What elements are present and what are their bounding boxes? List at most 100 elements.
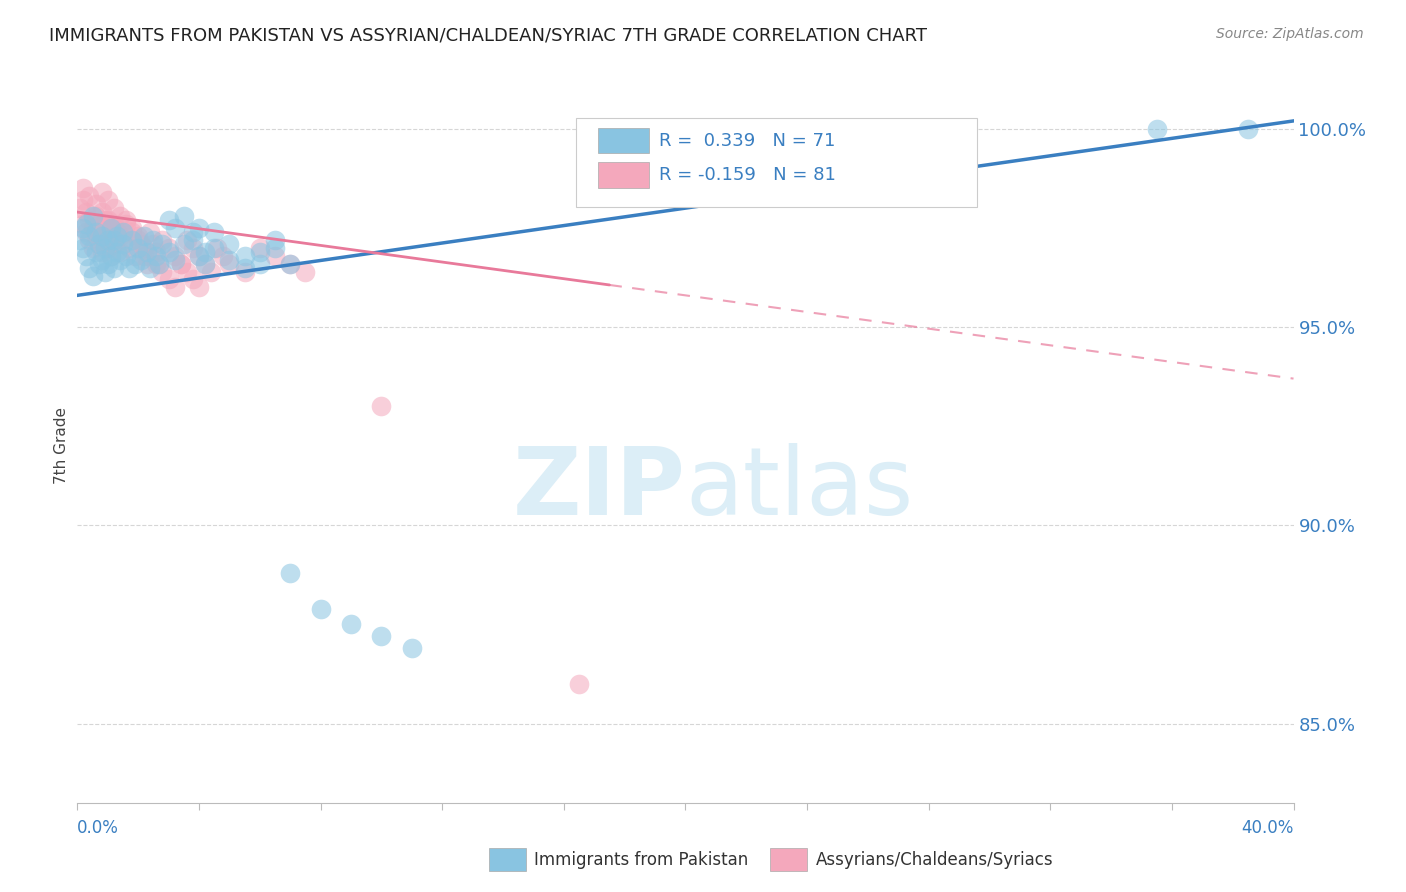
Point xyxy=(69,233,91,247)
Point xyxy=(79,228,101,243)
Point xyxy=(115,249,138,263)
Point xyxy=(90,228,112,243)
Point xyxy=(568,677,591,691)
Text: Source: ZipAtlas.com: Source: ZipAtlas.com xyxy=(1216,27,1364,41)
Point xyxy=(115,213,138,227)
Point xyxy=(218,236,240,251)
Point xyxy=(100,228,122,243)
Point xyxy=(87,236,110,251)
Point xyxy=(233,264,256,278)
Point xyxy=(129,252,152,267)
Point xyxy=(170,257,193,271)
Point xyxy=(93,233,115,247)
Point xyxy=(111,236,134,251)
Point xyxy=(105,228,128,243)
FancyBboxPatch shape xyxy=(598,162,650,187)
Point xyxy=(108,244,131,259)
Point xyxy=(370,400,392,414)
Point xyxy=(69,201,91,215)
Point xyxy=(170,257,193,271)
Point xyxy=(163,280,186,294)
Point xyxy=(194,257,217,271)
Point xyxy=(134,241,156,255)
Point xyxy=(134,228,156,243)
Y-axis label: 7th Grade: 7th Grade xyxy=(53,408,69,484)
Point xyxy=(72,241,94,255)
Point xyxy=(79,233,101,247)
Point xyxy=(129,236,152,251)
Point xyxy=(136,257,159,271)
Point xyxy=(163,249,186,263)
Point xyxy=(118,260,141,275)
Point xyxy=(202,241,225,255)
Point xyxy=(105,244,128,259)
Point xyxy=(249,244,271,259)
Point xyxy=(309,601,332,615)
Point xyxy=(111,233,134,247)
Point xyxy=(142,233,165,247)
Point xyxy=(188,280,211,294)
Point xyxy=(100,249,122,263)
Point xyxy=(75,249,97,263)
Point xyxy=(212,249,235,263)
Point xyxy=(108,209,131,223)
Point xyxy=(103,236,125,251)
Point xyxy=(278,257,301,271)
Point xyxy=(152,264,174,278)
Point xyxy=(72,221,94,235)
Point xyxy=(173,209,195,223)
Point xyxy=(148,257,170,271)
Point xyxy=(148,257,170,271)
Point xyxy=(103,221,125,235)
Text: R =  0.339   N = 71: R = 0.339 N = 71 xyxy=(658,132,835,150)
Text: 40.0%: 40.0% xyxy=(1241,819,1294,837)
Point xyxy=(79,189,101,203)
Point xyxy=(75,205,97,219)
Point xyxy=(97,213,120,227)
FancyBboxPatch shape xyxy=(576,118,977,207)
Point xyxy=(134,249,156,263)
Point xyxy=(163,221,186,235)
Point xyxy=(124,257,146,271)
Point xyxy=(139,249,162,263)
Point xyxy=(72,181,94,195)
Point xyxy=(157,272,180,286)
Point xyxy=(103,217,125,231)
Point xyxy=(84,225,107,239)
Point xyxy=(139,225,162,239)
Point xyxy=(90,244,112,259)
Point xyxy=(249,241,271,255)
Point xyxy=(194,244,217,259)
Point xyxy=(75,225,97,239)
Point xyxy=(157,213,180,227)
Point xyxy=(233,260,256,275)
Point xyxy=(79,213,101,227)
Point xyxy=(97,221,120,235)
Point xyxy=(97,233,120,247)
Point xyxy=(194,257,217,271)
Point xyxy=(139,260,162,275)
Point xyxy=(370,629,392,643)
Point xyxy=(82,221,104,235)
Point xyxy=(93,264,115,278)
Point xyxy=(90,186,112,200)
Point xyxy=(181,225,204,239)
Point xyxy=(145,257,167,271)
Point xyxy=(127,233,149,247)
Text: ZIP: ZIP xyxy=(513,442,686,535)
Point xyxy=(340,617,363,632)
Point xyxy=(401,641,423,656)
Point xyxy=(200,264,222,278)
Point xyxy=(90,252,112,267)
Point xyxy=(118,241,141,255)
Point xyxy=(79,260,101,275)
Text: Assyrians/Chaldeans/Syriacs: Assyrians/Chaldeans/Syriacs xyxy=(815,851,1053,869)
Point xyxy=(205,241,228,255)
Point xyxy=(218,252,240,267)
Point xyxy=(127,228,149,243)
Point xyxy=(181,272,204,286)
Point xyxy=(87,257,110,271)
Point xyxy=(84,244,107,259)
Point xyxy=(100,221,122,235)
Point xyxy=(264,241,287,255)
